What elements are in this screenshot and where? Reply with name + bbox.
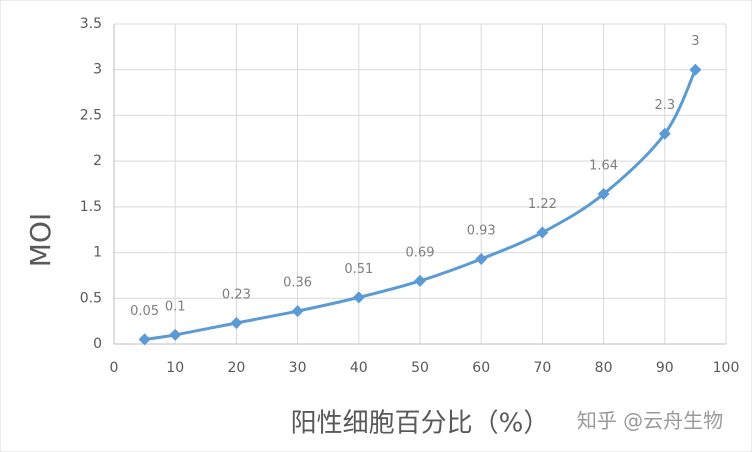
x-tick-label: 10 <box>166 360 184 376</box>
data-label: 0.93 <box>467 223 496 238</box>
x-axis-title: 阳性细胞百分比（%） <box>291 409 550 439</box>
data-point <box>475 252 488 265</box>
data-label: 1.22 <box>528 197 557 212</box>
x-tick-label: 40 <box>350 360 368 376</box>
x-tick-label: 0 <box>110 360 119 376</box>
x-tick-label: 90 <box>656 360 674 376</box>
data-label: 0.05 <box>130 304 159 319</box>
y-tick-label: 0.5 <box>80 290 102 306</box>
data-point <box>138 333 151 346</box>
data-point <box>230 316 243 329</box>
x-tick-label: 100 <box>713 360 740 376</box>
y-tick-label: 2.5 <box>80 107 102 123</box>
data-point <box>291 305 304 318</box>
y-tick-label: 1.5 <box>80 199 102 215</box>
y-tick-label: 3.5 <box>80 16 102 32</box>
y-axis-title: MOI <box>24 213 57 267</box>
data-label: 0.36 <box>283 276 312 291</box>
y-tick-label: 2 <box>93 153 102 169</box>
x-tick-label: 60 <box>472 360 490 376</box>
data-point <box>658 127 671 140</box>
x-tick-label: 80 <box>595 360 613 376</box>
data-point <box>352 291 365 304</box>
x-tick-label: 70 <box>533 360 551 376</box>
x-tick-label: 20 <box>227 360 245 376</box>
data-label: 2.3 <box>654 98 675 113</box>
y-tick-label: 1 <box>93 245 102 261</box>
data-label: 1.64 <box>589 159 618 174</box>
data-point <box>536 226 549 239</box>
watermark: 知乎 @云舟生物 <box>577 409 723 433</box>
data-point <box>597 188 610 201</box>
data-label: 0.69 <box>406 245 435 260</box>
data-point <box>414 274 426 287</box>
y-tick-label: 3 <box>93 62 102 78</box>
y-tick-label: 0 <box>93 336 102 352</box>
data-label: 3 <box>691 34 699 49</box>
data-point <box>169 328 182 341</box>
data-label: 0.23 <box>222 287 251 302</box>
x-tick-label: 50 <box>411 360 429 376</box>
data-label: 0.51 <box>344 262 373 277</box>
data-point <box>689 63 702 76</box>
x-tick-label: 30 <box>289 360 307 376</box>
data-label: 0.1 <box>165 299 186 314</box>
data-line <box>144 69 697 341</box>
